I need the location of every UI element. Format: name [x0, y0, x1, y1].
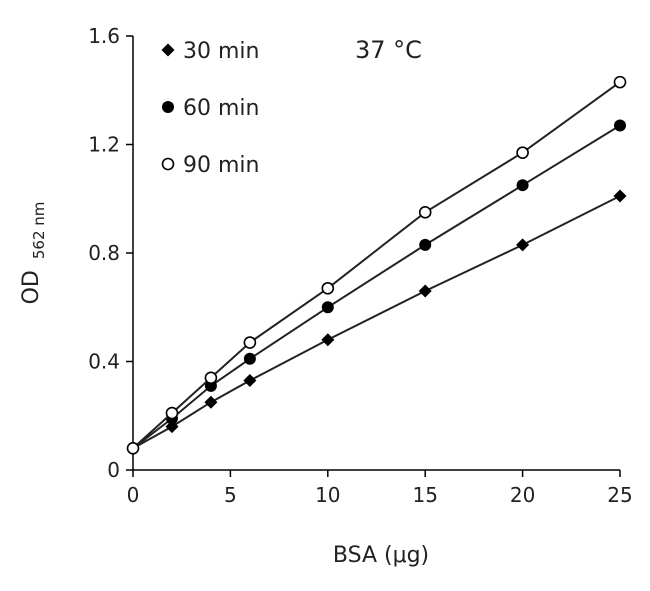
data-point: [516, 179, 529, 192]
x-tick-label: 10: [315, 483, 340, 507]
y-tick-label: 0.4: [88, 350, 120, 374]
x-tick-label: 25: [607, 483, 632, 507]
data-point: [243, 352, 256, 365]
data-point: [321, 333, 335, 347]
data-point: [243, 373, 257, 387]
data-point: [165, 406, 179, 420]
legend: 30 min 60 min 90 min: [161, 39, 259, 178]
data-point: [613, 75, 627, 89]
data-point: [516, 238, 530, 252]
data-point: [614, 119, 626, 132]
legend-label: 30 min: [183, 39, 259, 64]
x-tick-label: 0: [127, 483, 140, 507]
data-point: [204, 371, 218, 385]
legend-item: 60 min: [162, 96, 259, 121]
data-point: [126, 441, 140, 455]
y-axis-title-sub: 562 nm: [30, 202, 48, 260]
legend-marker: [162, 101, 174, 113]
data-point: [516, 146, 529, 159]
series-line: [132, 81, 621, 450]
y-axis-title: OD 562 nm: [19, 202, 48, 305]
data-point: [243, 336, 257, 349]
data-point: [321, 281, 335, 295]
x-tick-label: 20: [510, 483, 535, 507]
series-layer: [126, 75, 627, 455]
data-point: [321, 301, 334, 314]
x-tick-label: 15: [412, 483, 437, 507]
x-tick-label: 5: [224, 483, 237, 507]
data-point: [418, 284, 432, 298]
legend-label: 90 min: [183, 153, 259, 178]
data-point: [204, 395, 218, 409]
x-axis-title: BSA (μg): [333, 543, 429, 568]
series-line: [132, 195, 621, 450]
data-point: [419, 238, 432, 251]
data-point: [613, 189, 627, 203]
legend-label: 60 min: [183, 96, 259, 121]
temperature-annotation: 37 °C: [355, 36, 422, 64]
y-tick-label: 1.6: [88, 24, 120, 48]
y-tick-label: 0.8: [88, 241, 120, 265]
y-tick-label: 0: [107, 458, 120, 482]
y-axis-title-main: OD: [19, 270, 44, 304]
series-line: [132, 124, 621, 450]
legend-item: 90 min: [161, 153, 259, 178]
legend-item: 30 min: [161, 39, 259, 64]
legend-marker: [161, 43, 175, 57]
axes: 0 0.4 0.8 1.2 1.6 0 5 10 15 20 25: [88, 24, 633, 507]
series-1: [126, 189, 627, 455]
data-point: [418, 206, 432, 219]
y-tick-label: 1.2: [88, 133, 120, 157]
legend-marker: [161, 157, 175, 171]
series-3: [126, 75, 627, 455]
